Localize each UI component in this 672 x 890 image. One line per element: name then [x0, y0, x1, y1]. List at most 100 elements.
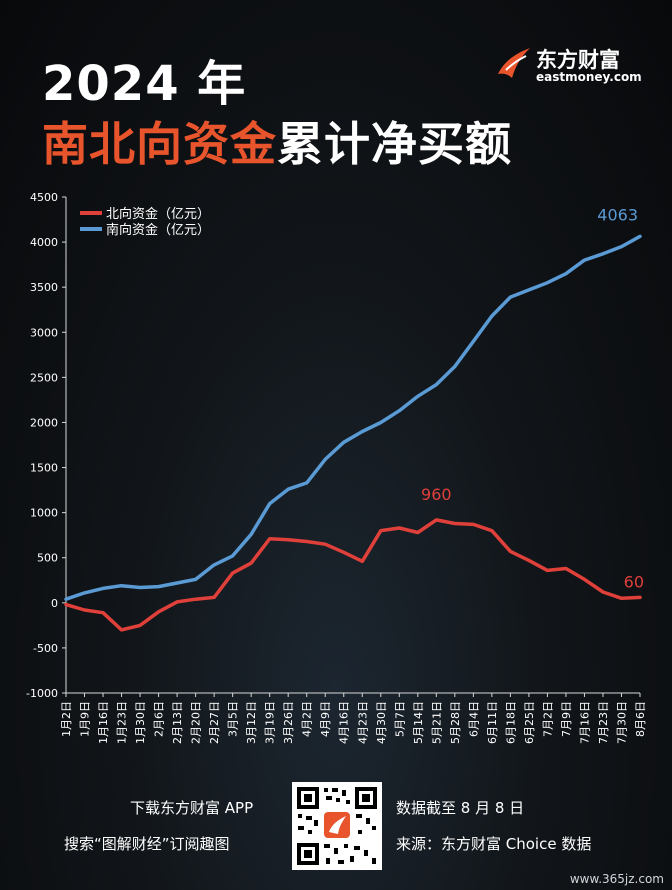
data-point [83, 591, 86, 595]
data-point [231, 571, 234, 575]
data-point [583, 258, 586, 262]
logo-name-en: eastmoney.com [536, 70, 642, 84]
x-tick-label: 1月2日 [60, 701, 73, 737]
data-point [398, 409, 401, 412]
data-point [157, 610, 160, 614]
x-tick-label: 3月5日 [227, 701, 240, 737]
data-point [361, 430, 364, 433]
data-point [64, 603, 68, 606]
data-point [342, 441, 345, 444]
data-point [546, 281, 549, 284]
x-tick-label: 7月23日 [597, 701, 610, 744]
x-tick-label: 6月25日 [523, 701, 536, 744]
title-rest: 累计净买额 [277, 117, 512, 171]
data-label: 4063 [597, 205, 638, 224]
data-point [101, 587, 105, 590]
data-point [509, 550, 512, 553]
data-point [175, 600, 179, 604]
eastmoney-logo: 东方财富 eastmoney.com [494, 44, 644, 88]
data-point [564, 567, 568, 570]
data-point [64, 598, 68, 601]
data-point [138, 586, 142, 589]
data-point [212, 596, 216, 599]
data-point [527, 559, 531, 562]
y-tick-label: 1000 [30, 507, 58, 520]
x-tick-label: 2月20日 [190, 701, 203, 744]
x-tick-label: 4月23日 [356, 701, 369, 744]
line-chart: 4500 4000 3500 3000 2500 2000 1500 1000 500 0 -500… [26, 191, 647, 744]
y-tick-label: 4000 [30, 236, 58, 249]
data-point [324, 543, 327, 546]
data-point [527, 288, 531, 292]
x-tick-label: 6月11日 [486, 701, 499, 744]
data-point [101, 611, 105, 614]
y-tick-label: 2000 [30, 416, 58, 429]
data-point [138, 624, 142, 627]
watermark: www.365jz.com [569, 872, 664, 886]
data-point [175, 581, 179, 585]
x-tick-label: 6月4日 [467, 701, 480, 737]
x-tick-label: 2月27日 [208, 701, 221, 744]
data-point [286, 538, 290, 541]
x-tick-label: 4月2日 [301, 701, 314, 737]
x-tick-label: 6月18日 [504, 701, 517, 744]
title-main: 南北向资金累计净买额 [42, 108, 512, 174]
data-point [435, 383, 438, 386]
title-highlight: 南北向资金 [42, 117, 277, 171]
series-line-north [64, 518, 642, 632]
data-point [398, 526, 401, 530]
footer-source: 来源：东方财富 Choice 数据 [396, 835, 592, 853]
eastmoney-logo-icon [498, 48, 530, 78]
x-tick-label: 5月21日 [430, 701, 443, 744]
x-tick-label: 7月30日 [615, 701, 628, 744]
data-point [361, 560, 364, 563]
data-point [453, 365, 457, 368]
data-point [379, 529, 382, 532]
data-point [268, 537, 271, 540]
data-point [231, 554, 234, 558]
data-point [509, 295, 512, 299]
x-tick-label: 5月7日 [393, 701, 406, 737]
y-tick-label: 1500 [30, 462, 58, 475]
y-tick-label: 500 [37, 552, 58, 565]
data-point [620, 245, 623, 248]
data-point [342, 551, 345, 554]
data-point [620, 597, 623, 600]
data-point [435, 518, 438, 522]
x-tick-label: 1月23日 [116, 701, 129, 744]
data-point [453, 522, 457, 525]
x-tick-label: 1月30日 [134, 701, 147, 744]
data-point [305, 481, 308, 485]
data-point [268, 502, 271, 505]
data-point [638, 235, 642, 238]
footer-search: 搜索“图解财经”订阅趣图 [64, 835, 230, 853]
data-point [379, 421, 382, 424]
series-line-south [64, 234, 642, 601]
x-tick-label: 4月30日 [375, 701, 388, 744]
data-point [212, 563, 216, 567]
data-point [490, 529, 494, 532]
logo-name-cn: 东方财富 [536, 48, 620, 72]
y-tick-label: -1000 [26, 687, 58, 700]
data-point [416, 531, 420, 534]
qr-code-icon [292, 782, 382, 870]
y-tick-label: -500 [33, 642, 58, 655]
data-point [638, 596, 642, 599]
x-tick-label: 7月16日 [578, 701, 591, 744]
data-point [305, 540, 308, 543]
data-point [157, 585, 160, 588]
data-point [416, 395, 420, 398]
x-tick-label: 7月9日 [560, 701, 573, 737]
data-point [249, 533, 253, 536]
data-label: 960 [421, 485, 452, 504]
y-tick-label: 0 [51, 597, 58, 610]
data-point [83, 608, 86, 612]
data-point [601, 252, 605, 256]
data-point [601, 590, 605, 594]
data-point [249, 561, 253, 565]
data-point [194, 578, 197, 581]
data-point [472, 523, 475, 526]
data-point [490, 314, 494, 318]
x-tick-label: 3月19日 [264, 701, 277, 744]
